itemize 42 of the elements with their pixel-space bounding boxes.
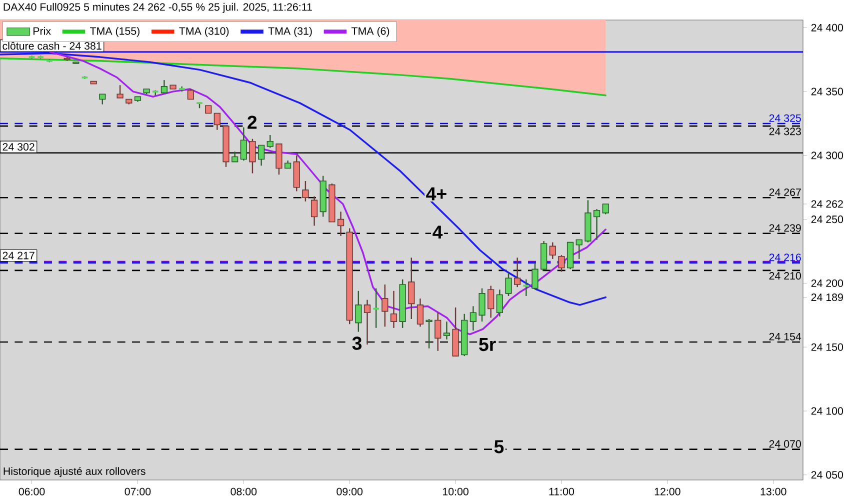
legend-label: TMA (310): [179, 26, 229, 37]
y-tick-label: 24 300: [811, 152, 844, 160]
annotation: Historique ajusté aux rollovers: [4, 466, 146, 478]
y-tick-label: 24 250: [811, 216, 844, 224]
ref-line-label: 24 216: [769, 254, 801, 262]
ref-line-label: 24 154: [769, 332, 802, 340]
y-tick-label: 24 262: [811, 200, 843, 208]
y-tick-label: 24 050: [811, 471, 844, 479]
ref-line-label: 24 267: [769, 188, 801, 196]
x-tick-label: 11:00: [549, 488, 574, 496]
annotation: 2: [248, 116, 257, 129]
x-tick-label: 08:00: [230, 488, 257, 496]
annotation: clôture cash - 24 381: [2, 42, 102, 50]
y-tick-label: 24 200: [811, 279, 844, 287]
y-tick-label: 24 150: [811, 343, 844, 351]
annotation: 4: [432, 226, 443, 239]
annotation: 24 217: [2, 252, 34, 260]
annotation: 5: [494, 440, 504, 454]
x-tick-label: 09:00: [336, 488, 363, 496]
x-tick-label: 06:00: [18, 488, 45, 496]
annotation: 24 302: [2, 143, 34, 151]
ref-line-label: 24 239: [769, 224, 801, 232]
ref-line-label: 24 210: [769, 272, 801, 280]
legend-label: TMA (31): [268, 26, 312, 37]
annotation: 3: [352, 336, 362, 350]
annotation: 4+: [426, 187, 446, 200]
x-tick-label: 07:00: [124, 488, 151, 496]
chart-title: DAX40 Full0925 5 minutes 24 262 -0,55 % 25 juil. 2025, 11:26:11: [4, 2, 312, 13]
y-tick-label: 24 350: [811, 88, 844, 96]
annotation: 5r: [479, 338, 496, 352]
legend-label: TMA (6): [352, 26, 390, 37]
ref-line-label: 24 070: [769, 440, 801, 448]
x-tick-label: 13:00: [760, 488, 786, 496]
x-tick-label: 12:00: [654, 488, 680, 496]
x-tick-label: 10:00: [443, 488, 468, 496]
legend-label: Prix: [34, 26, 51, 35]
ref-line-label: 24 323: [769, 128, 801, 136]
y-tick-label: 24 189: [811, 294, 843, 302]
y-tick-label: 24 100: [811, 407, 844, 415]
legend-label: TMA (155): [90, 26, 140, 37]
ref-line-label: 24 325: [769, 114, 801, 122]
y-tick-label: 24 400: [811, 24, 844, 32]
